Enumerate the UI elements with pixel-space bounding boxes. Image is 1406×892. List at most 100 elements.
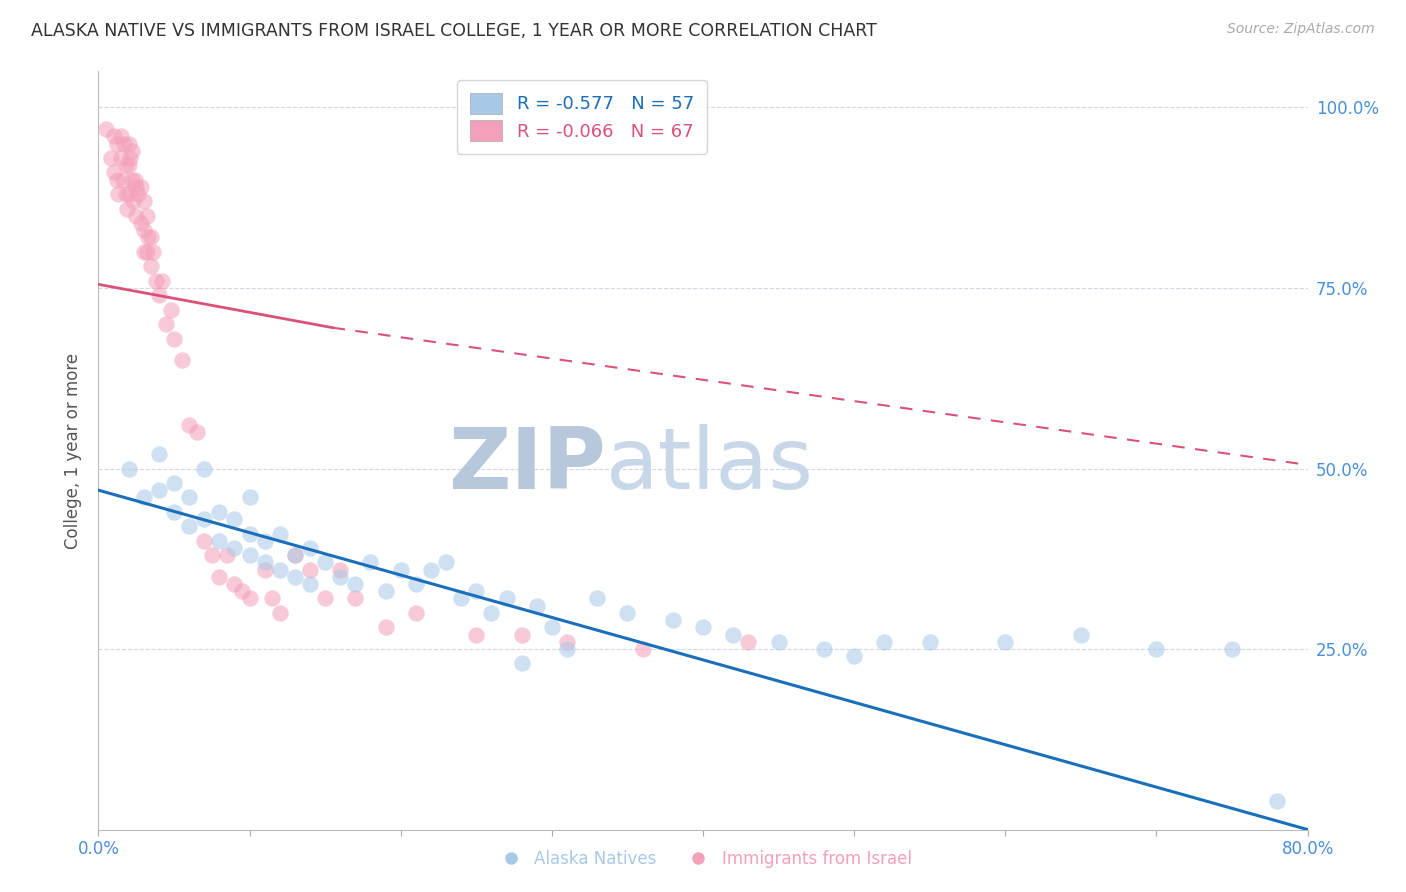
- Point: [110, 129, 132, 144]
- Point: [526, 599, 548, 613]
- Point: [253, 533, 276, 548]
- Point: [111, 172, 134, 186]
- Legend: R = -0.577   N = 57, R = -0.066   N = 67: R = -0.577 N = 57, R = -0.066 N = 67: [457, 80, 707, 153]
- Point: [723, 627, 745, 641]
- Point: [269, 606, 291, 620]
- Point: [239, 548, 262, 562]
- Point: [103, 165, 125, 179]
- Point: [844, 649, 866, 664]
- Point: [555, 635, 578, 649]
- Point: [434, 555, 457, 569]
- Point: [135, 244, 157, 259]
- Point: [118, 187, 141, 202]
- Text: atlas: atlas: [606, 424, 814, 508]
- Point: [103, 129, 125, 144]
- Point: [179, 519, 201, 533]
- Point: [118, 136, 141, 151]
- Point: [148, 483, 170, 498]
- Point: [540, 620, 562, 634]
- Point: [148, 447, 170, 461]
- Point: [224, 577, 246, 591]
- Point: [129, 180, 152, 194]
- Point: [329, 563, 352, 577]
- Point: [994, 635, 1017, 649]
- Point: [1220, 642, 1243, 657]
- Y-axis label: College, 1 year or more: College, 1 year or more: [65, 352, 83, 549]
- Point: [510, 627, 533, 641]
- Point: [253, 563, 276, 577]
- Point: [284, 548, 307, 562]
- Point: [420, 563, 443, 577]
- Point: [813, 642, 835, 657]
- Point: [201, 548, 224, 562]
- Point: [145, 274, 167, 288]
- Point: [360, 555, 382, 569]
- Point: [262, 591, 284, 606]
- Point: [127, 187, 149, 202]
- Point: [768, 635, 790, 649]
- Point: [115, 202, 138, 216]
- Point: [193, 533, 215, 548]
- Point: [193, 512, 215, 526]
- Point: [450, 591, 472, 606]
- Point: [121, 172, 143, 186]
- Point: [121, 144, 143, 158]
- Point: [631, 642, 654, 657]
- Point: [148, 288, 170, 302]
- Point: [692, 620, 714, 634]
- Point: [239, 526, 262, 541]
- Point: [344, 591, 367, 606]
- Point: [163, 475, 186, 490]
- Point: [193, 461, 215, 475]
- Point: [186, 425, 208, 440]
- Point: [132, 491, 155, 505]
- Point: [374, 620, 396, 634]
- Point: [135, 209, 157, 223]
- Point: [510, 657, 533, 671]
- Point: [150, 274, 173, 288]
- Legend: Alaska Natives, Immigrants from Israel: Alaska Natives, Immigrants from Israel: [488, 844, 918, 875]
- Point: [155, 317, 177, 331]
- Point: [299, 577, 322, 591]
- Point: [125, 209, 148, 223]
- Point: [616, 606, 638, 620]
- Point: [94, 122, 117, 136]
- Point: [132, 194, 155, 209]
- Point: [299, 563, 322, 577]
- Point: [465, 627, 488, 641]
- Point: [495, 591, 517, 606]
- Point: [269, 563, 291, 577]
- Point: [114, 187, 136, 202]
- Point: [122, 194, 145, 209]
- Point: [100, 151, 122, 165]
- Point: [224, 512, 246, 526]
- Point: [284, 570, 307, 584]
- Point: [284, 548, 307, 562]
- Point: [481, 606, 503, 620]
- Point: [114, 158, 136, 172]
- Point: [118, 158, 141, 172]
- Point: [231, 584, 253, 599]
- Point: [1070, 627, 1092, 641]
- Point: [1144, 642, 1167, 657]
- Point: [141, 260, 163, 274]
- Point: [132, 244, 155, 259]
- Point: [239, 591, 262, 606]
- Point: [737, 635, 759, 649]
- Point: [374, 584, 396, 599]
- Point: [465, 584, 488, 599]
- Point: [661, 613, 683, 627]
- Point: [918, 635, 941, 649]
- Point: [124, 172, 146, 186]
- Point: [107, 187, 129, 202]
- Point: [586, 591, 609, 606]
- Point: [163, 332, 186, 346]
- Point: [132, 223, 155, 237]
- Point: [179, 418, 201, 433]
- Point: [329, 570, 352, 584]
- Text: Source: ZipAtlas.com: Source: ZipAtlas.com: [1227, 22, 1375, 37]
- Point: [125, 180, 148, 194]
- Point: [389, 563, 412, 577]
- Point: [170, 353, 193, 368]
- Point: [344, 577, 367, 591]
